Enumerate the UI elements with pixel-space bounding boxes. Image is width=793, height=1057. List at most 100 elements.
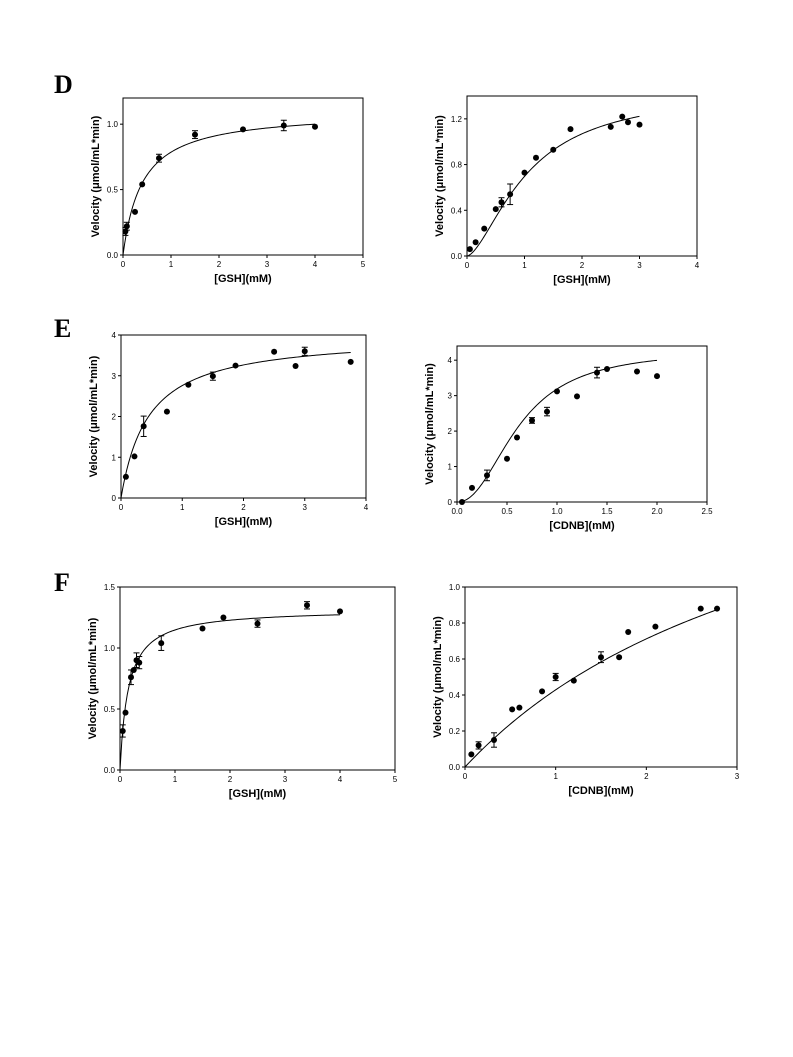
x-tick-label: 0 [121, 260, 126, 269]
data-point [567, 126, 574, 133]
plot-frame [122, 97, 364, 256]
y-tick-label: 1 [448, 463, 453, 472]
fit-curve [464, 609, 718, 768]
y-axis-title: Velocity (μmol/mL*min) [432, 616, 444, 738]
data-point [158, 640, 165, 647]
y-tick-label: 0.2 [449, 727, 461, 736]
y-tick-label: 0.4 [449, 691, 461, 700]
x-tick-label: 0 [465, 261, 470, 270]
data-point [128, 674, 134, 681]
panel-label-e: E [54, 314, 72, 343]
x-tick-label: 4 [364, 503, 369, 512]
data-point [140, 423, 147, 430]
data-point [625, 119, 631, 126]
x-tick-label: 0 [118, 775, 123, 784]
data-point [574, 393, 580, 400]
data-point [604, 366, 610, 373]
x-tick-label: 1.5 [601, 507, 613, 516]
data-point [122, 228, 129, 235]
data-point [504, 455, 510, 462]
chart-f-right: 0 1 2 3 0.0 0.2 0.4 0.6 0.8 1.0 [CDNB](mM) Velocity… [432, 583, 740, 797]
y-axis-title: Velocity (μmol/mL*min) [424, 363, 436, 485]
data-point [469, 484, 475, 491]
data-point [570, 677, 577, 684]
data-point [304, 602, 310, 609]
data-point [292, 362, 299, 369]
x-tick-label: 3 [303, 503, 308, 512]
data-point [472, 239, 479, 246]
x-axis-title: [GSH](mM) [553, 274, 611, 286]
x-tick-label: 2.0 [651, 507, 663, 516]
fit-curve [120, 351, 351, 499]
data-point [652, 623, 659, 630]
y-axis-title: Velocity (μmol/mL*min) [434, 115, 446, 237]
x-tick-label: 1 [522, 261, 527, 270]
data-point [607, 123, 614, 130]
x-tick-label: 5 [361, 260, 366, 269]
data-point [552, 674, 559, 680]
data-point [192, 131, 198, 138]
panel-label-f: F [54, 568, 70, 597]
x-tick-label: 3 [265, 260, 270, 269]
x-tick-label: 1 [553, 772, 558, 781]
x-axis-title: [CDNB](mM) [549, 520, 615, 532]
y-tick-label: 4 [448, 356, 453, 365]
x-tick-label: 2 [217, 260, 222, 269]
data-point [209, 373, 216, 380]
data-point [312, 123, 318, 130]
fit-curve [466, 115, 640, 257]
data-point [271, 348, 278, 355]
x-tick-label: 5 [393, 775, 398, 784]
data-point [481, 225, 488, 232]
y-tick-label: 1.5 [104, 583, 116, 592]
x-tick-label: 2.5 [701, 507, 713, 516]
data-point [484, 472, 490, 479]
x-tick-label: 0 [119, 503, 124, 512]
y-tick-label: 0.0 [104, 766, 116, 775]
y-tick-label: 1 [112, 453, 117, 462]
x-tick-label: 2 [580, 261, 585, 270]
x-tick-label: 2 [228, 775, 233, 784]
data-point [132, 208, 138, 215]
y-tick-label: 1.2 [451, 115, 463, 124]
data-point [240, 126, 246, 133]
y-tick-label: 1.0 [449, 583, 461, 592]
data-point [119, 727, 126, 734]
data-point [122, 709, 129, 716]
x-tick-label: 4 [313, 260, 318, 269]
data-point [514, 434, 520, 441]
data-point [529, 417, 535, 424]
data-point [544, 408, 550, 415]
x-tick-label: 2 [241, 503, 246, 512]
y-tick-label: 0.0 [449, 763, 461, 772]
chart-f-left: 0 1 2 3 4 5 0.0 0.5 1.0 1.5 [GSH](mM) Velocity (μmo… [87, 583, 398, 800]
data-point [459, 499, 465, 505]
y-tick-label: 0.5 [104, 705, 116, 714]
data-point [616, 654, 623, 661]
data-point [554, 388, 560, 395]
x-tick-label: 4 [695, 261, 700, 270]
y-tick-label: 0.8 [451, 161, 463, 170]
data-point [539, 688, 546, 695]
y-tick-label: 0.0 [107, 251, 119, 260]
data-point [516, 704, 523, 711]
data-point [280, 122, 287, 129]
x-tick-label: 0 [463, 772, 468, 781]
data-point [199, 625, 206, 632]
data-point [619, 113, 626, 120]
x-tick-label: 1 [173, 775, 178, 784]
data-point [714, 605, 721, 612]
data-point [636, 121, 643, 128]
data-point [550, 146, 557, 153]
data-point [301, 348, 308, 355]
y-tick-label: 0.6 [449, 655, 461, 664]
data-point [625, 629, 632, 635]
fit-curve [119, 614, 341, 771]
chart-e-left: 0 1 2 3 4 0 1 2 3 4 [GSH](mM) Velocity (μmol/mL*min… [88, 331, 369, 528]
data-point [466, 246, 473, 253]
data-point [507, 191, 514, 198]
data-point [498, 199, 505, 206]
chart-d-left: 0 1 2 3 4 5 0.0 0.5 1.0 [GSH](mM) Velocity (μmol/m… [90, 97, 366, 285]
y-tick-label: 2 [448, 427, 453, 436]
y-tick-label: 0.8 [449, 619, 461, 628]
